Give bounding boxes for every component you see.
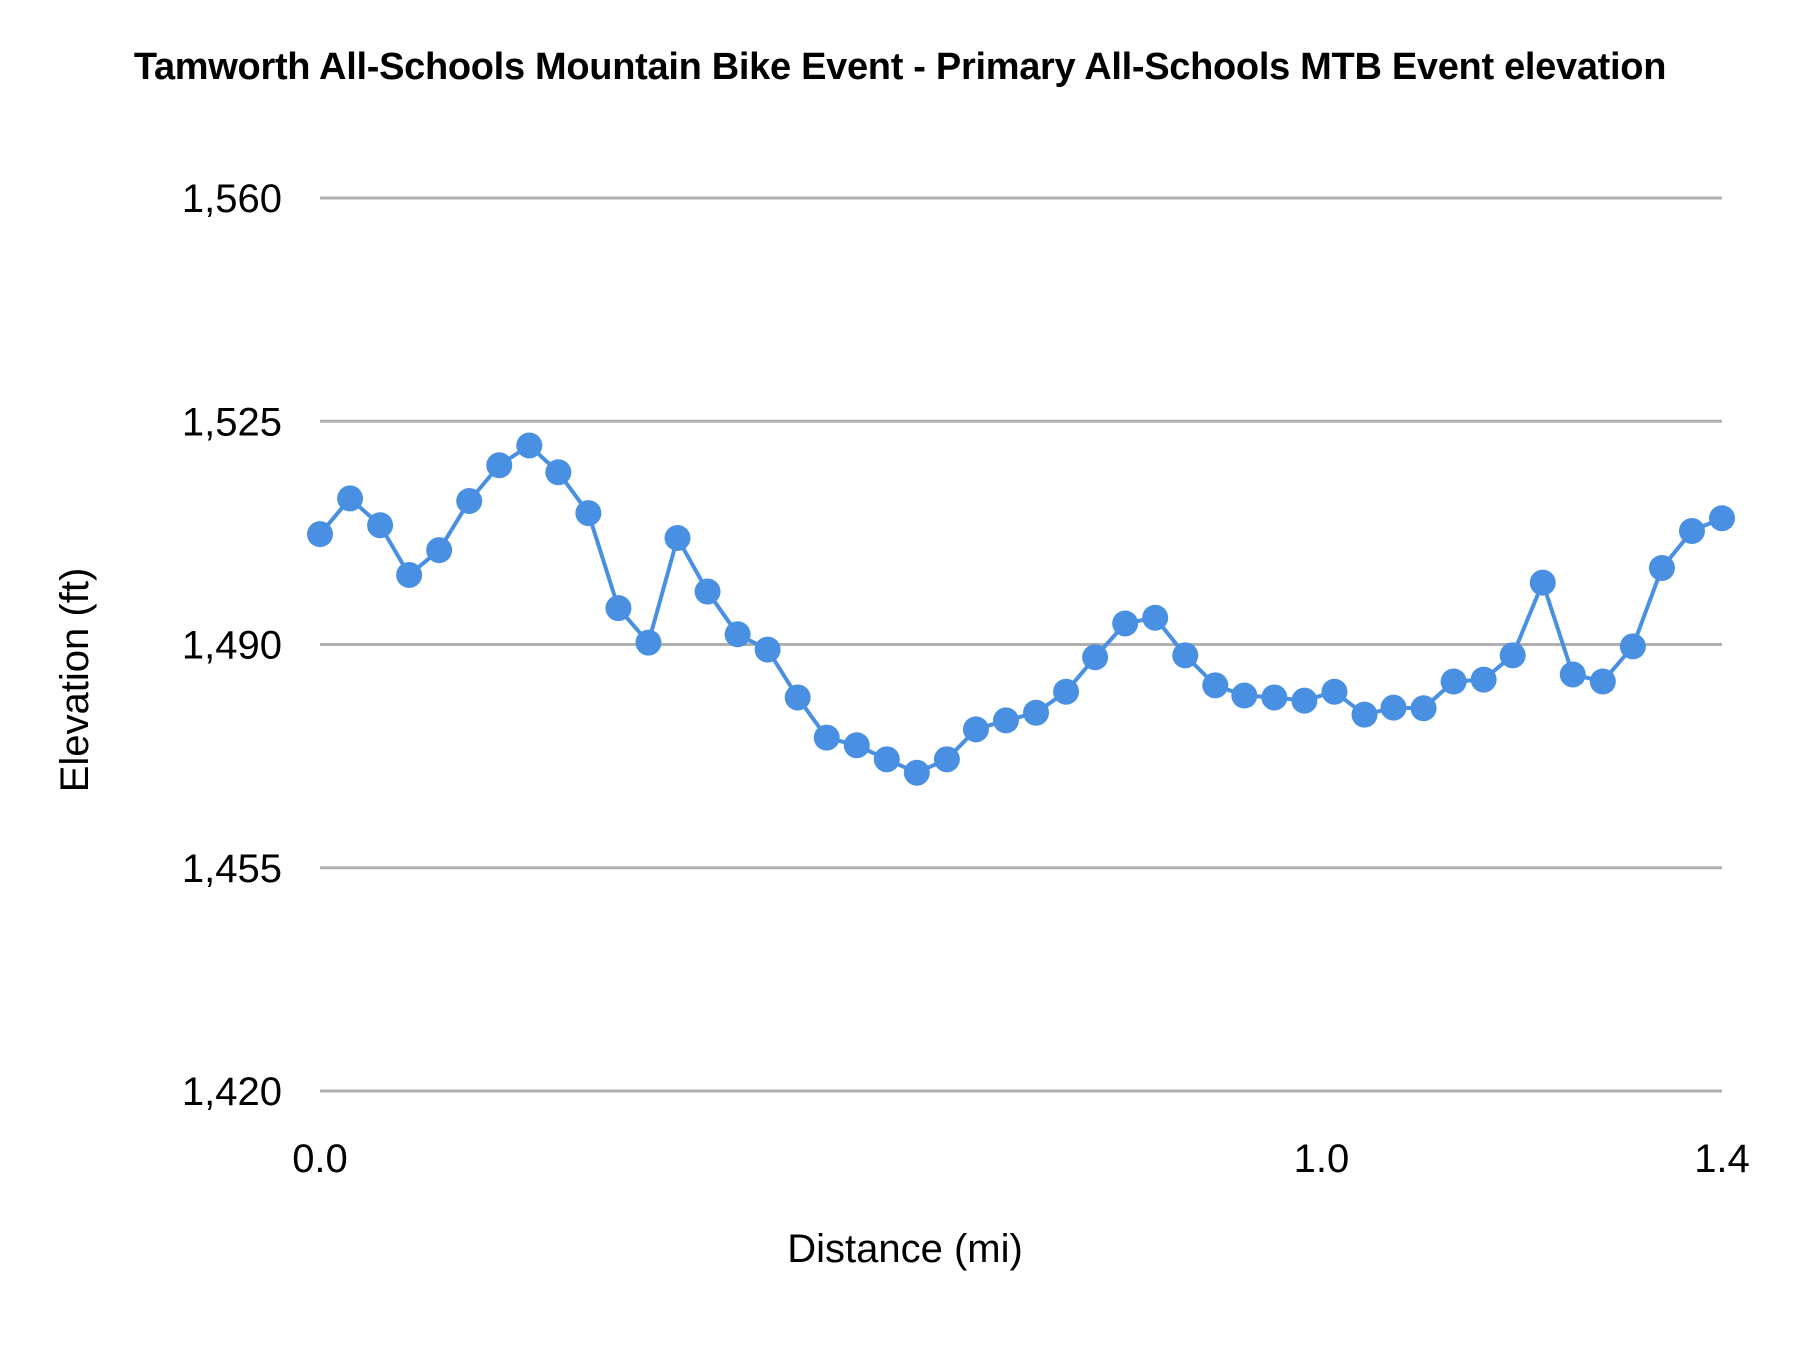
data-point-marker[interactable] bbox=[1053, 678, 1080, 705]
data-point-marker[interactable] bbox=[1499, 642, 1526, 669]
data-point-marker[interactable] bbox=[784, 684, 811, 711]
data-point-marker[interactable] bbox=[545, 459, 572, 486]
chart-title: Tamworth All-Schools Mountain Bike Event… bbox=[133, 46, 1667, 88]
data-point-marker[interactable] bbox=[1380, 694, 1407, 721]
data-point-marker[interactable] bbox=[1231, 682, 1258, 709]
data-point-marker[interactable] bbox=[337, 485, 364, 512]
data-point-marker[interactable] bbox=[1172, 642, 1199, 669]
data-point-marker[interactable] bbox=[486, 452, 513, 479]
data-point-marker[interactable] bbox=[843, 732, 870, 759]
data-point-marker[interactable] bbox=[813, 724, 840, 751]
data-point-marker[interactable] bbox=[605, 595, 632, 622]
data-point-marker[interactable] bbox=[1023, 699, 1050, 726]
data-point-marker[interactable] bbox=[903, 759, 930, 786]
data-point-marker[interactable] bbox=[724, 621, 751, 648]
x-axis-title: Distance (mi) bbox=[787, 1227, 1023, 1271]
data-point-marker[interactable] bbox=[635, 629, 662, 656]
data-point-marker[interactable] bbox=[1112, 610, 1139, 637]
y-tick-label: 1,560 bbox=[182, 177, 282, 221]
data-point-marker[interactable] bbox=[307, 521, 333, 548]
data-point-marker[interactable] bbox=[1678, 517, 1705, 544]
data-point-marker[interactable] bbox=[1589, 668, 1616, 695]
x-tick-label: 1.0 bbox=[1294, 1137, 1350, 1181]
data-point-marker[interactable] bbox=[1261, 684, 1288, 711]
data-point-marker[interactable] bbox=[754, 636, 781, 663]
data-point-marker[interactable] bbox=[1351, 701, 1378, 728]
data-point-marker[interactable] bbox=[873, 746, 900, 773]
y-axis-title: Elevation (ft) bbox=[53, 568, 97, 793]
y-tick-label: 1,490 bbox=[182, 624, 282, 668]
data-point-marker[interactable] bbox=[516, 432, 543, 459]
data-point-marker[interactable] bbox=[367, 512, 394, 539]
data-point-marker[interactable] bbox=[1202, 672, 1229, 699]
y-tick-label: 1,525 bbox=[182, 400, 282, 444]
gridlines bbox=[320, 196, 1722, 1093]
x-tick-label: 1.4 bbox=[1694, 1137, 1750, 1181]
data-point-marker[interactable] bbox=[1142, 604, 1169, 631]
x-tick-label: 0.0 bbox=[292, 1137, 348, 1181]
data-point-marker[interactable] bbox=[1291, 687, 1318, 714]
elevation-series bbox=[307, 432, 1735, 786]
data-point-marker[interactable] bbox=[1321, 678, 1348, 705]
x-axis-ticks: 0.0 1.0 1.4 bbox=[292, 1137, 1750, 1181]
data-point-marker[interactable] bbox=[992, 707, 1019, 734]
data-point-marker[interactable] bbox=[456, 487, 483, 514]
data-point-marker[interactable] bbox=[694, 578, 721, 605]
data-point-marker[interactable] bbox=[575, 500, 602, 527]
elevation-line bbox=[318, 443, 1723, 775]
y-tick-label: 1,420 bbox=[182, 1070, 282, 1114]
data-point-marker[interactable] bbox=[1709, 505, 1735, 532]
data-point-marker[interactable] bbox=[396, 561, 423, 588]
data-point-marker[interactable] bbox=[933, 746, 960, 773]
data-point-marker[interactable] bbox=[1470, 666, 1497, 693]
data-point-marker[interactable] bbox=[1529, 569, 1556, 596]
data-point-marker[interactable] bbox=[1559, 661, 1586, 688]
data-point-marker[interactable] bbox=[426, 537, 453, 564]
data-point-marker[interactable] bbox=[1082, 644, 1109, 671]
data-point-marker[interactable] bbox=[1410, 695, 1437, 722]
y-tick-label: 1,455 bbox=[182, 847, 282, 891]
data-point-marker[interactable] bbox=[962, 716, 989, 743]
data-point-marker[interactable] bbox=[664, 524, 691, 551]
data-point-marker[interactable] bbox=[1619, 633, 1646, 660]
y-axis-ticks: 1,560 1,525 1,490 1,455 1,420 bbox=[182, 177, 282, 1114]
data-point-marker[interactable] bbox=[1648, 554, 1675, 581]
data-point-marker[interactable] bbox=[1440, 668, 1467, 695]
